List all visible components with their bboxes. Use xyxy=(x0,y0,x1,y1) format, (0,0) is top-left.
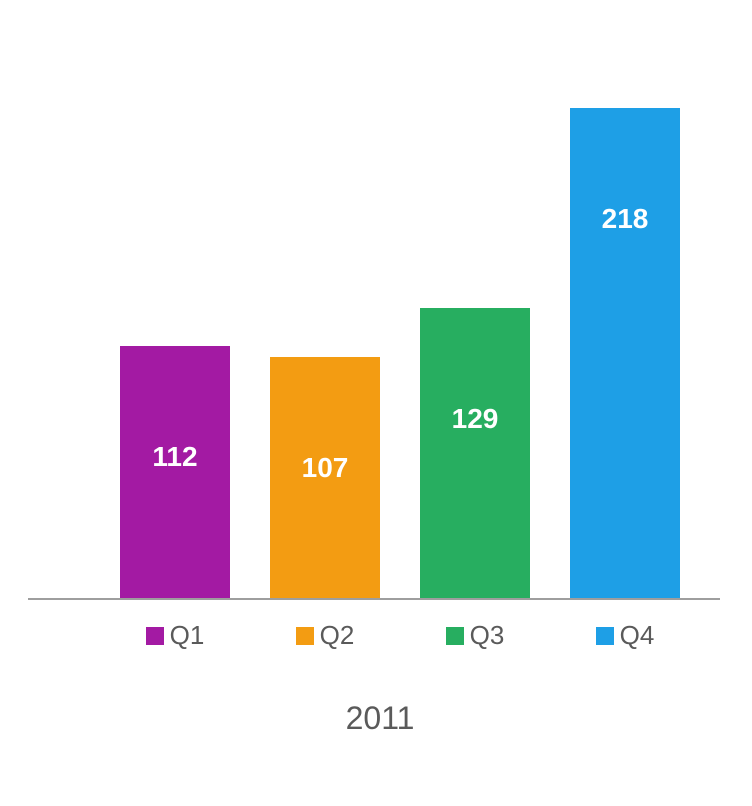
legend-swatch-q3 xyxy=(446,627,464,645)
legend-item-q4: Q4 xyxy=(570,620,680,651)
quarterly-bar-chart: 112 107 129 218 Q1 Q2 Q3 xyxy=(40,60,720,760)
legend-text-q1: Q1 xyxy=(170,620,205,651)
y-axis-tick xyxy=(28,598,40,600)
legend-item-q1: Q1 xyxy=(120,620,230,651)
legend-text-q2: Q2 xyxy=(320,620,355,651)
bar-label-q1: 112 xyxy=(120,441,230,473)
legend-item-q2: Q2 xyxy=(270,620,380,651)
bars-wrap: 112 107 129 218 xyxy=(100,60,700,598)
legend-item-q3: Q3 xyxy=(420,620,530,651)
legend-row: Q1 Q2 Q3 Q4 xyxy=(100,620,700,651)
bar-label-q3: 129 xyxy=(420,403,530,435)
legend-text-q3: Q3 xyxy=(470,620,505,651)
legend-swatch-q1 xyxy=(146,627,164,645)
bar-q1: 112 xyxy=(120,346,230,598)
bar-q2: 107 xyxy=(270,357,380,598)
legend-swatch-q2 xyxy=(296,627,314,645)
bar-label-q4: 218 xyxy=(570,203,680,235)
bar-q4: 218 xyxy=(570,108,680,599)
bar-label-q2: 107 xyxy=(270,452,380,484)
legend-text-q4: Q4 xyxy=(620,620,655,651)
plot-area: 112 107 129 218 xyxy=(40,60,720,600)
x-axis-title: 2011 xyxy=(40,700,720,737)
legend-swatch-q4 xyxy=(596,627,614,645)
bar-q3: 129 xyxy=(420,308,530,598)
